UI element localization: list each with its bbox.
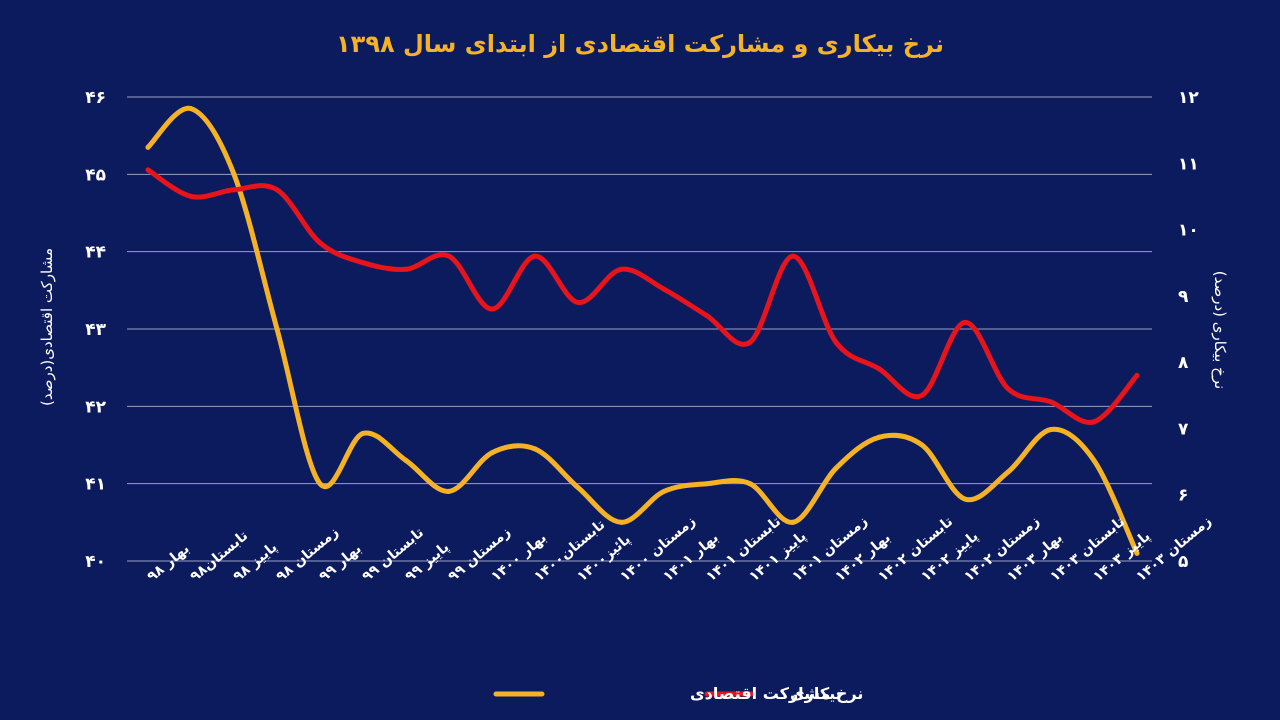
point-participation [145,144,151,150]
x-tick-label: زمستان ۱۴۰۲ [961,513,1043,585]
point-participation [1048,427,1054,432]
point-participation [489,450,495,456]
point-participation [274,326,280,332]
legend: بیکاری نرخ مشارکت اقتصادی [493,684,863,703]
point-participation [919,442,925,448]
point-participation [1134,550,1140,556]
y-tick-left-label: ۴۵ [85,165,106,185]
point-participation [446,488,452,494]
legend-label-participation: نرخ مشارکت اقتصادی [690,684,863,703]
y-tick-right-label: ۹ [1178,287,1189,307]
y-tick-left-label: ۴۴ [85,243,106,263]
point-unemployment [618,266,624,272]
x-tick-label: تابستان ۱۴۰۳ [1047,514,1128,585]
series-line-unemployment [145,167,1140,425]
y-axis-right-label: نرخ بیکاری (درصد) [1211,271,1229,389]
point-participation [1005,469,1011,475]
point-unemployment [145,167,151,173]
x-tick-label: زمستان ۱۴۰۱ [789,513,871,585]
y-tick-right-label: ۸ [1178,353,1189,373]
point-unemployment [446,253,452,259]
point-unemployment [532,253,538,259]
point-unemployment [790,253,796,259]
point-participation [747,481,753,487]
y-tick-right-label: ۷ [1178,419,1189,439]
y-axis-left-label: مشارکت اقتصادی(درصد) [38,248,56,406]
series-lines [145,106,1140,556]
x-tick-label: بهار ۹۸ [144,541,192,585]
y-tick-left-label: ۴۶ [85,88,106,108]
point-unemployment [919,392,925,398]
series-line-participation [145,106,1140,556]
chart-title: نرخ بیکاری و مشارکت اقتصادی از ابتدای سا… [336,30,944,58]
y-tick-left-label: ۴۲ [85,397,106,417]
grid-lines [127,96,1152,562]
point-participation [231,171,237,177]
point-unemployment [274,187,280,193]
point-unemployment [661,286,667,292]
y-axis-left-ticks: ۴۰ ۴۱ ۴۲ ۴۳ ۴۴ ۴۵ ۴۶ [85,88,106,572]
point-unemployment [360,260,366,266]
point-unemployment [231,187,237,193]
y-tick-right-label: ۱۲ [1178,88,1199,108]
x-tick-label: تابستان ۱۴۰۱ [703,514,784,585]
point-unemployment [1048,399,1054,405]
y-tick-right-label: ۵ [1178,552,1188,572]
point-unemployment [317,240,323,246]
point-participation [575,485,581,490]
y-tick-left-label: ۴۱ [85,475,106,495]
legend-label-unemployment: بیکاری [790,684,842,703]
point-participation [188,106,194,112]
point-participation [403,458,409,463]
x-tick-label: تابستان ۱۴۰۲ [875,514,956,585]
point-participation [790,519,796,525]
y-tick-left-label: ۴۰ [85,552,106,572]
point-participation [1091,458,1097,463]
point-participation [704,481,710,487]
point-unemployment [876,366,882,372]
point-participation [876,434,882,440]
y-tick-right-label: ۱۱ [1178,154,1199,174]
y-tick-right-label: ۱۰ [1178,221,1199,241]
y-axis-right-ticks: ۵ ۶ ۷ ۸ ۹ ۱۰ ۱۱ ۱۲ [1178,88,1199,572]
point-unemployment [575,300,581,305]
point-participation [532,446,538,452]
point-participation [661,488,667,494]
point-unemployment [1134,372,1140,378]
point-unemployment [747,339,753,345]
x-tick-label: زمستان ۱۴۰۰ [617,513,699,585]
point-unemployment [962,319,968,325]
point-unemployment [1005,386,1011,392]
point-unemployment [489,306,495,312]
point-unemployment [403,266,409,272]
point-unemployment [1091,419,1097,425]
point-participation [618,519,624,525]
y-tick-left-label: ۴۳ [85,320,106,340]
x-tick-label: زمستان ۱۴۰۳ [1133,513,1215,585]
y-tick-right-label: ۶ [1178,486,1188,506]
point-unemployment [833,339,839,345]
point-participation [360,430,366,436]
point-participation [833,465,839,471]
point-participation [317,481,323,487]
point-participation [962,496,968,502]
point-unemployment [188,193,194,199]
point-unemployment [704,313,710,319]
